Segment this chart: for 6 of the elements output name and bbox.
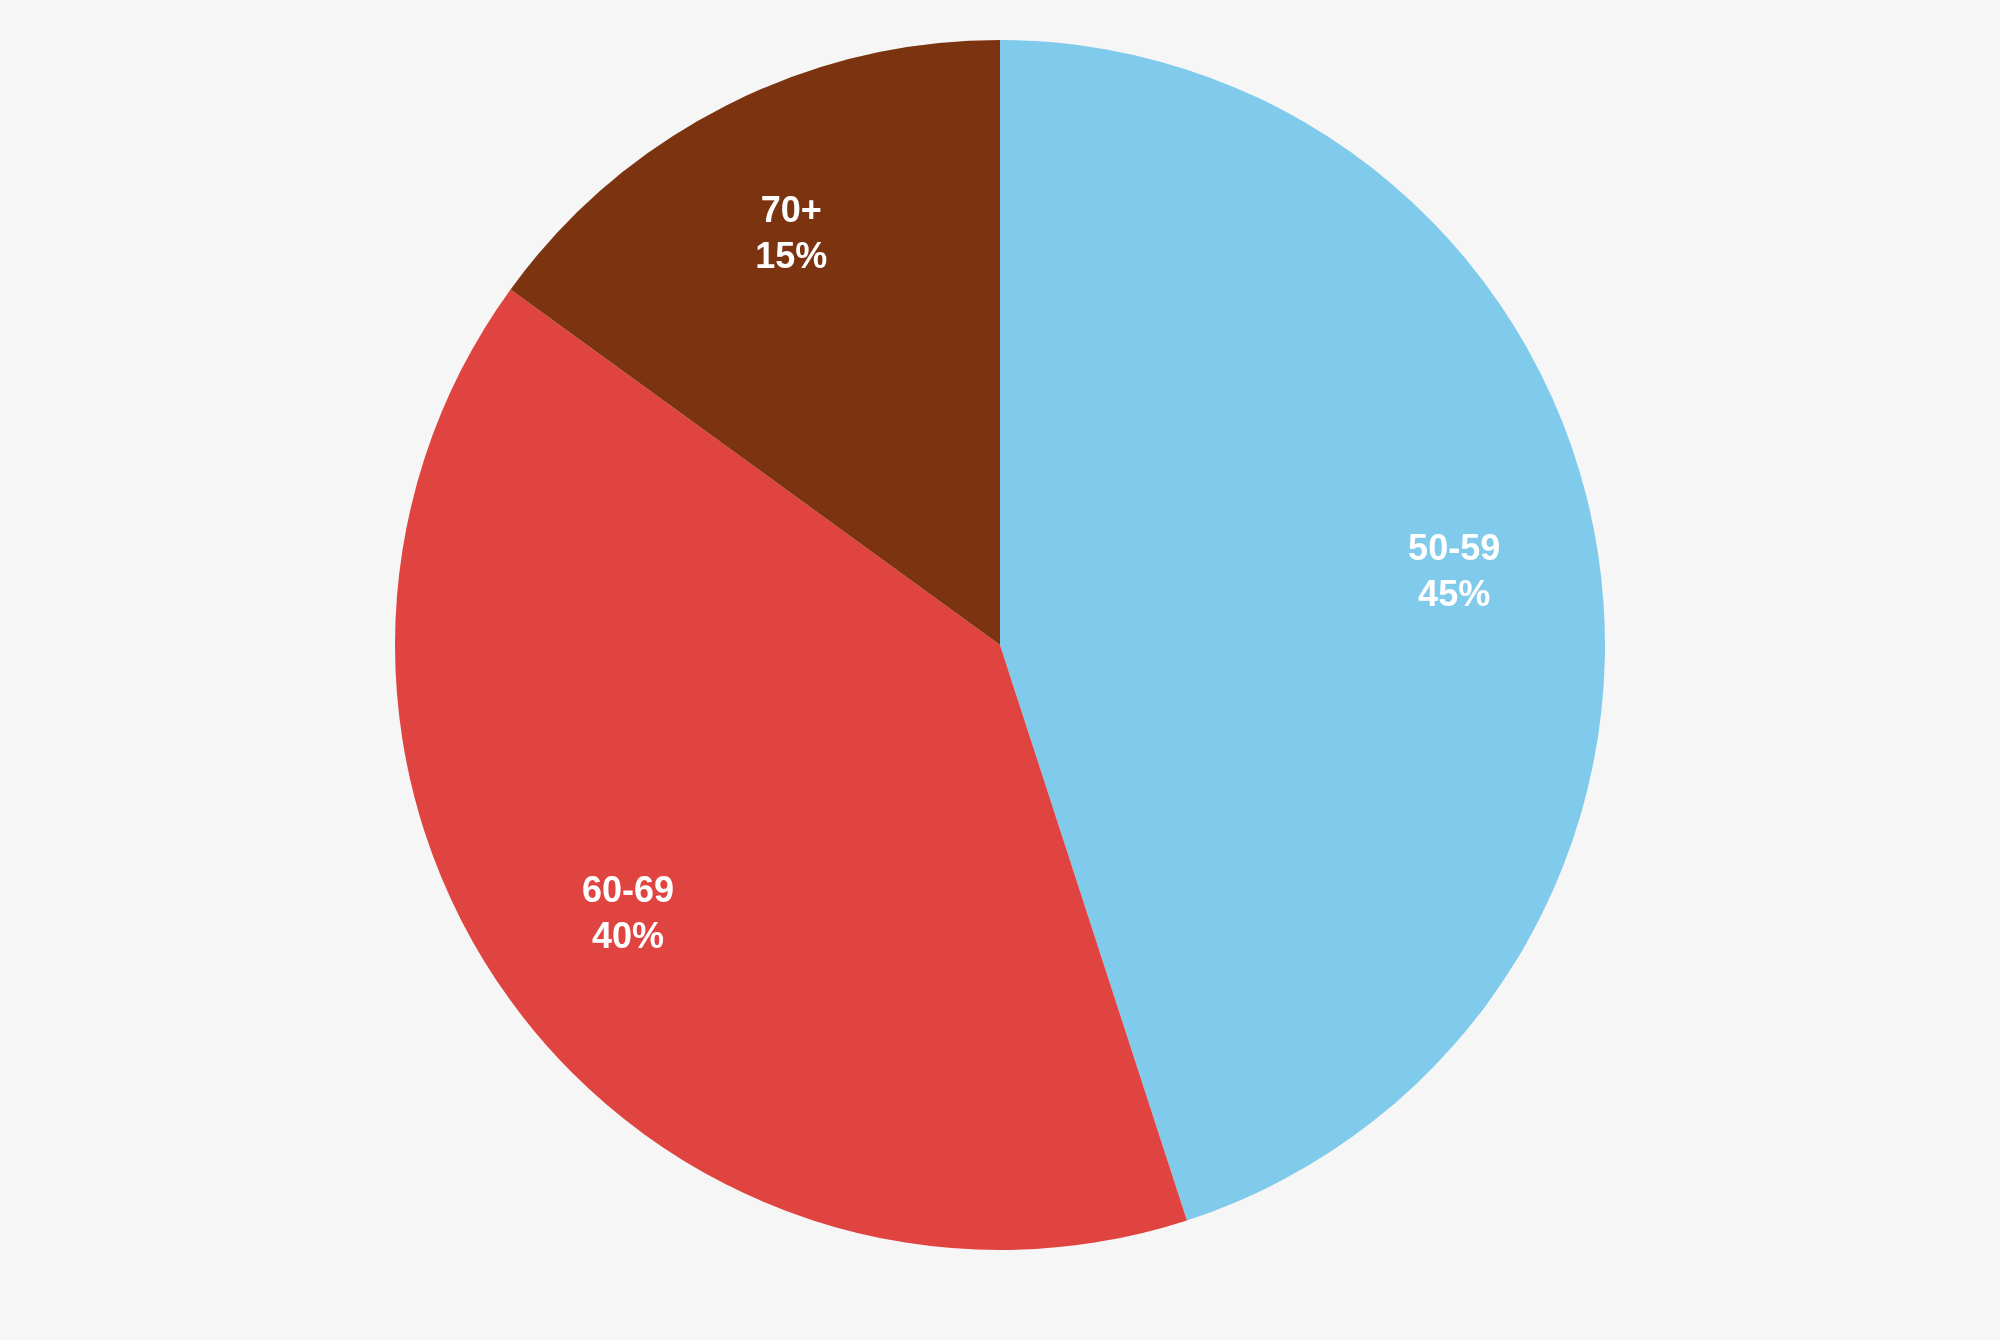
- slice-label: 70+: [760, 189, 822, 231]
- data-label: 15%: [755, 235, 828, 277]
- data-label: 45%: [1418, 572, 1491, 614]
- data-label: 40%: [591, 915, 665, 957]
- slice-label: 60-69: [581, 869, 675, 911]
- slice-label: 50-59: [1408, 526, 1501, 568]
